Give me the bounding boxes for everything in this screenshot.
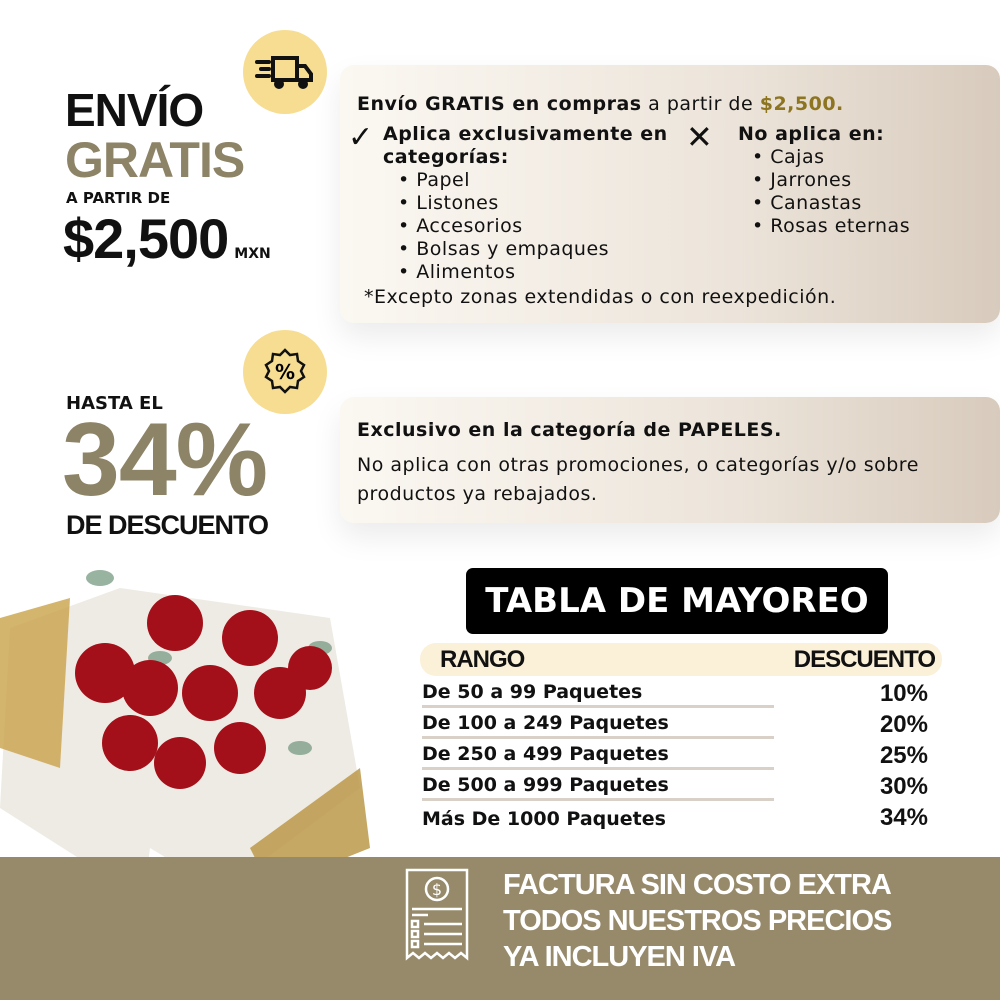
- discount-prefix: HASTA EL: [66, 393, 163, 414]
- shipping-amount: $2,500 MXN: [63, 206, 271, 271]
- amount-value: $2,500: [63, 207, 229, 270]
- list-item: Rosas eternas: [752, 215, 910, 238]
- applies-list: Papel Listones Accesorios Bolsas y empaq…: [398, 169, 609, 284]
- list-item: Cajas: [752, 146, 910, 169]
- discount-suffix: DE DESCUENTO: [66, 510, 269, 540]
- discount-cell: 34%: [879, 804, 928, 831]
- discount-line: No aplica con otras promociones, o categ…: [357, 454, 919, 505]
- list-item: Accesorios: [398, 215, 609, 238]
- percent-badge-icon: %: [243, 330, 327, 414]
- column-header-discount: DESCUENTO: [793, 645, 936, 673]
- table-row: De 50 a 99 Paquetes 10%: [422, 677, 938, 708]
- list-item: Listones: [398, 192, 609, 215]
- discount-line-bold: Exclusivo en la categoría de PAPELES.: [357, 419, 782, 441]
- range-cell: De 250 a 499 Paquetes: [422, 743, 774, 770]
- cross-icon: ✕: [686, 118, 713, 156]
- invoice-text: FACTURA SIN COSTO EXTRA TODOS NUESTROS P…: [503, 867, 892, 975]
- invoice-line: YA INCLUYEN IVA: [503, 941, 736, 973]
- table-row: De 500 a 999 Paquetes 30%: [422, 770, 938, 801]
- from-label: A PARTIR DE: [66, 189, 171, 207]
- invoice-line: TODOS NUESTROS PRECIOS: [503, 905, 892, 937]
- list-item: Jarrones: [752, 169, 910, 192]
- range-cell: De 50 a 99 Paquetes: [422, 681, 774, 708]
- table-row: Más De 1000 Paquetes 34%: [422, 801, 938, 832]
- intro-regular: a partir de: [641, 93, 760, 115]
- svg-text:%: %: [275, 360, 295, 384]
- shipping-conditions-panel: Envío GRATIS en compras a partir de $2,5…: [340, 65, 1000, 323]
- shipping-headline: ENVÍO: [65, 84, 204, 136]
- intro-bold: Envío GRATIS en compras: [357, 93, 642, 115]
- table-row: De 100 a 249 Paquetes 20%: [422, 708, 938, 739]
- applies-title: Aplica exclusivamente en categorías:: [383, 123, 668, 168]
- delivery-truck-icon: [243, 30, 327, 114]
- range-cell: De 100 a 249 Paquetes: [422, 712, 774, 739]
- invoice-band: [0, 857, 1000, 1000]
- discount-cell: 25%: [879, 742, 928, 769]
- list-item: Bolsas y empaques: [398, 238, 609, 261]
- currency: MXN: [234, 246, 271, 262]
- discount-cell: 10%: [879, 680, 928, 707]
- list-item: Alimentos: [398, 261, 609, 284]
- discount-value: 34%: [62, 402, 268, 518]
- receipt-dollar-icon: $: [405, 868, 469, 961]
- range-cell: De 500 a 999 Paquetes: [422, 774, 774, 801]
- list-item: Papel: [398, 169, 609, 192]
- table-row: De 250 a 499 Paquetes 25%: [422, 739, 938, 770]
- footnote: *Excepto zonas extendidas o con reexpedi…: [364, 286, 837, 308]
- not-applies-title: No aplica en:: [738, 123, 885, 145]
- svg-text:$: $: [432, 880, 442, 899]
- discount-conditions-panel: Exclusivo en la categoría de PAPELES. No…: [340, 397, 1000, 523]
- shipping-headline-gratis: GRATIS: [65, 132, 245, 188]
- intro-amount: $2,500.: [759, 93, 844, 115]
- column-header-range: RANGO: [440, 645, 525, 673]
- wholesale-table: De 50 a 99 Paquetes 10% De 100 a 249 Paqu…: [422, 677, 938, 832]
- shipping-intro: Envío GRATIS en compras a partir de $2,5…: [357, 93, 844, 116]
- table-header: RANGO DESCUENTO: [420, 643, 942, 676]
- invoice-line: FACTURA SIN COSTO EXTRA: [503, 869, 892, 901]
- range-cell: Más De 1000 Paquetes: [422, 808, 666, 830]
- wholesale-title: TABLA DE MAYOREO: [466, 568, 888, 634]
- not-applies-list: Cajas Jarrones Canastas Rosas eternas: [752, 146, 910, 238]
- check-icon: ✓: [348, 120, 374, 155]
- discount-cell: 30%: [879, 773, 928, 800]
- discount-cell: 20%: [879, 711, 928, 738]
- list-item: Canastas: [752, 192, 910, 215]
